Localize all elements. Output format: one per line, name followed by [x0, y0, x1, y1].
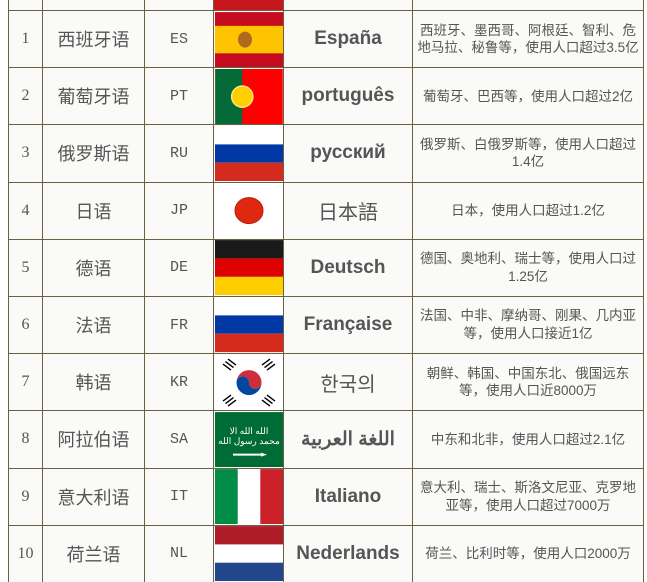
- svg-text:محمد رسول الله: محمد رسول الله: [218, 436, 280, 447]
- svg-text:الله الله الا: الله الله الا: [229, 426, 268, 436]
